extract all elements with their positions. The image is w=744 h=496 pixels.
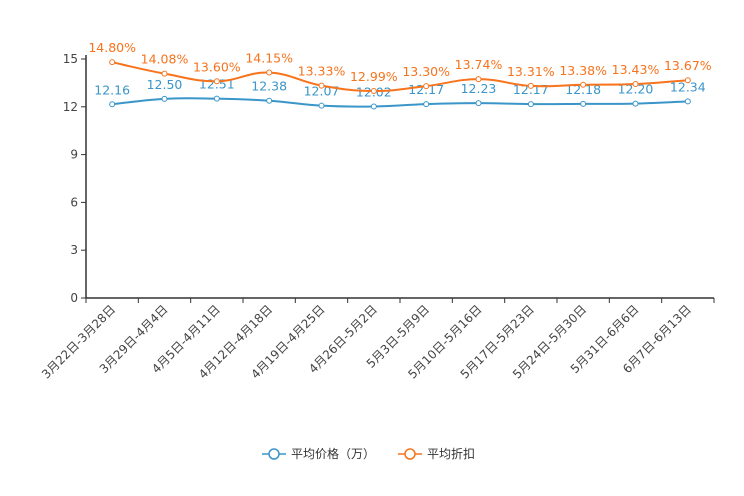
data-point xyxy=(213,95,220,102)
data-point xyxy=(109,59,116,66)
data-label: 12.99% xyxy=(350,69,398,84)
data-point xyxy=(161,70,168,77)
data-label: 13.74% xyxy=(455,57,503,72)
data-point xyxy=(318,102,325,109)
data-point xyxy=(475,76,482,83)
data-point xyxy=(632,100,639,107)
data-point xyxy=(527,82,534,89)
data-label: 14.15% xyxy=(245,51,293,66)
data-label: 14.08% xyxy=(141,52,189,67)
data-label: 13.38% xyxy=(559,63,607,78)
data-point xyxy=(109,101,116,108)
data-label: 12.38 xyxy=(251,79,287,94)
data-label: 13.33% xyxy=(298,64,346,79)
data-point xyxy=(475,100,482,107)
data-label: 13.67% xyxy=(664,58,712,73)
data-label: 13.60% xyxy=(193,59,241,74)
series-line-0 xyxy=(112,97,688,108)
data-label: 14.80% xyxy=(88,40,136,55)
legend-label: 平均折扣 xyxy=(427,446,475,461)
y-tick-label: 9 xyxy=(70,148,78,162)
y-tick-label: 0 xyxy=(70,291,78,305)
data-label: 13.30% xyxy=(402,64,450,79)
data-point xyxy=(318,82,325,89)
data-point xyxy=(632,81,639,88)
legend-marker-icon xyxy=(404,448,416,460)
y-tick-label: 12 xyxy=(63,100,78,114)
y-tick-label: 6 xyxy=(70,195,78,209)
legend-marker-icon xyxy=(268,448,280,460)
data-point xyxy=(161,95,168,102)
data-point xyxy=(684,77,691,84)
data-label: 13.43% xyxy=(612,62,660,77)
data-point xyxy=(266,97,273,104)
data-label: 13.31% xyxy=(507,64,555,79)
data-label: 12.16 xyxy=(94,82,130,97)
data-point xyxy=(423,101,430,108)
data-label: 12.34 xyxy=(670,79,706,94)
data-label: 12.50 xyxy=(147,77,183,92)
data-point xyxy=(370,103,377,110)
data-point xyxy=(213,78,220,85)
legend-label: 平均价格（万） xyxy=(291,446,375,461)
data-point xyxy=(580,100,587,107)
data-label: 12.23 xyxy=(461,81,497,96)
data-label: 12.20 xyxy=(618,82,654,97)
data-point xyxy=(527,101,534,108)
data-point xyxy=(684,98,691,105)
series-line-1 xyxy=(111,61,688,93)
data-point xyxy=(580,81,587,88)
y-tick-label: 15 xyxy=(63,52,78,66)
data-point xyxy=(266,69,273,76)
data-point xyxy=(370,88,377,95)
data-point xyxy=(423,83,430,90)
y-tick-label: 3 xyxy=(70,243,78,257)
